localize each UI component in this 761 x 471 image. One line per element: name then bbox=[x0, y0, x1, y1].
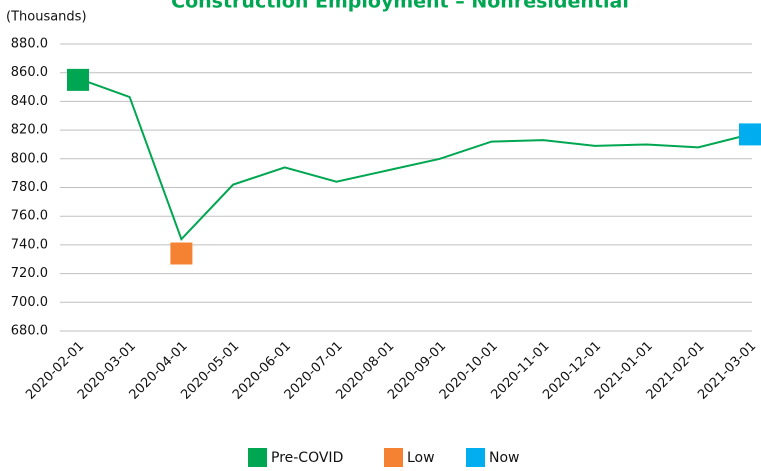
y-tick-label: 880.0 bbox=[11, 37, 48, 52]
legend-swatch bbox=[384, 448, 403, 467]
y-tick-label: 680.0 bbox=[11, 324, 48, 339]
legend-label: Low bbox=[407, 450, 435, 466]
y-tick-label: 860.0 bbox=[11, 65, 48, 80]
y-tick-label: 700.0 bbox=[11, 295, 48, 310]
y-tick-label: 720.0 bbox=[11, 266, 48, 281]
legend-swatch bbox=[466, 448, 485, 467]
y-tick-label: 780.0 bbox=[11, 180, 48, 195]
data-line bbox=[77, 77, 751, 242]
marker bbox=[67, 68, 89, 91]
marker bbox=[739, 123, 761, 146]
legend-label: Now bbox=[489, 450, 520, 466]
y-tick-label: 800.0 bbox=[11, 151, 48, 166]
chart-title: Construction Employment – Nonresidential bbox=[171, 0, 629, 13]
legend-swatch bbox=[248, 448, 267, 467]
y-tick-label: 740.0 bbox=[11, 237, 48, 252]
marker bbox=[170, 242, 193, 265]
y-tick-label: 820.0 bbox=[11, 123, 48, 138]
legend-label: Pre-COVID bbox=[271, 450, 343, 466]
y-tick-label: 760.0 bbox=[11, 209, 48, 224]
y-tick-label: 840.0 bbox=[11, 94, 48, 109]
y-axis-label: (Thousands) bbox=[6, 10, 87, 25]
